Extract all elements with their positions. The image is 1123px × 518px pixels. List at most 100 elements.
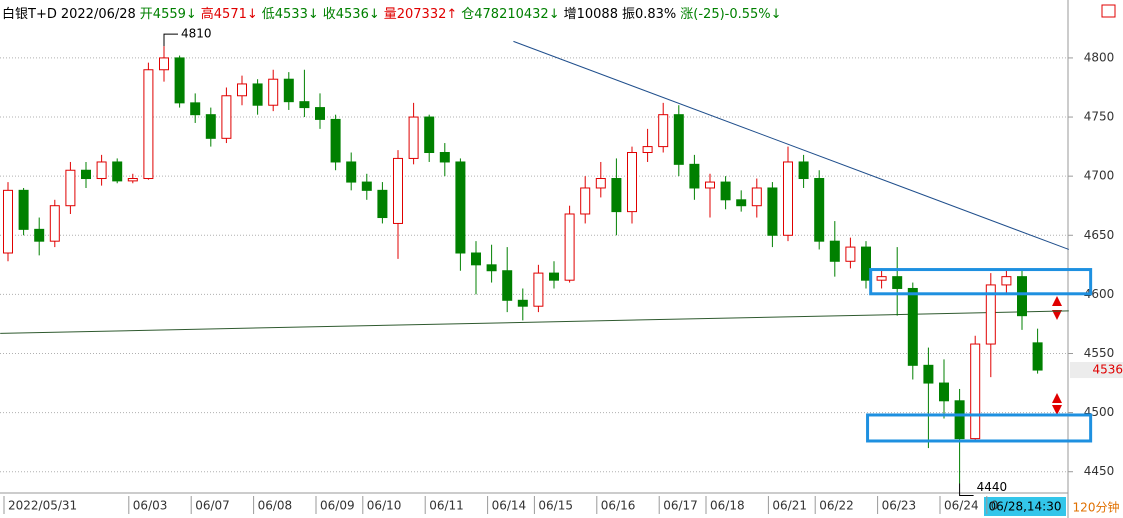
candle-body xyxy=(502,270,513,301)
candle xyxy=(1001,270,1012,295)
candle xyxy=(393,150,403,259)
candle-body xyxy=(720,181,731,201)
annotation-line xyxy=(163,33,178,47)
candle xyxy=(798,154,809,188)
candle-body xyxy=(985,284,996,345)
candle xyxy=(876,268,887,289)
header-item: 低4533↓ xyxy=(261,7,319,22)
candle xyxy=(299,69,310,118)
candle xyxy=(642,128,653,162)
candle xyxy=(736,190,747,212)
y-tick-label: 4700 xyxy=(1084,169,1115,183)
candle-body xyxy=(876,276,887,281)
header-item: 仓478210432↓ xyxy=(461,7,560,22)
candle-body xyxy=(1017,276,1027,317)
arrow xyxy=(1052,405,1062,415)
candle-body xyxy=(439,152,450,163)
candle xyxy=(564,205,575,283)
candle xyxy=(81,161,91,188)
candle-body xyxy=(346,161,357,183)
header-item: 量207332↑ xyxy=(383,7,458,22)
candle xyxy=(939,359,949,419)
candle xyxy=(1032,328,1043,374)
candle xyxy=(970,335,981,443)
candle xyxy=(3,182,13,262)
candle-body xyxy=(907,287,918,366)
candle-body xyxy=(798,161,809,180)
candle xyxy=(1017,270,1027,330)
candle-body xyxy=(1001,276,1012,286)
candle-body xyxy=(767,187,778,236)
candle xyxy=(580,176,591,224)
header-item: 增10088 xyxy=(563,7,618,22)
candle xyxy=(814,170,825,250)
candle-body xyxy=(517,299,528,307)
candle-body xyxy=(159,57,169,71)
candle-body xyxy=(486,264,497,272)
header: 白银T+D 2022/06/28 开4559↓ 高4571↓ 低4533↓ 收4536↓ 量… xyxy=(2,3,786,22)
x-tick-label: 06/07 xyxy=(195,499,230,513)
arrow xyxy=(1052,310,1062,320)
y-tick-label: 4750 xyxy=(1084,110,1115,124)
candle-body xyxy=(361,181,372,191)
candle-body xyxy=(595,178,606,189)
candle xyxy=(533,264,544,313)
trend-line xyxy=(513,40,1069,250)
candle-body xyxy=(829,240,840,262)
x-tick-label: 06/03 xyxy=(133,499,168,513)
candle xyxy=(595,161,606,198)
candle xyxy=(923,347,934,449)
candle-body xyxy=(580,187,591,215)
candle xyxy=(65,161,76,214)
header-item: 涨(-25)-0.55%↓ xyxy=(680,7,782,22)
candle xyxy=(159,46,169,82)
candle xyxy=(611,158,622,236)
y-tick-label: 4650 xyxy=(1084,228,1115,242)
period-label[interactable]: 120分钟 xyxy=(1073,500,1120,515)
candle-body xyxy=(221,95,232,139)
candle xyxy=(424,114,435,162)
cursor-time: 06/28,14:30 xyxy=(989,500,1062,514)
candle xyxy=(221,87,232,144)
candle-body xyxy=(330,118,341,163)
zone-box xyxy=(866,413,1093,443)
x-tick-label: 06/17 xyxy=(663,499,698,513)
candle-body xyxy=(705,181,715,189)
annotation-label: 4810 xyxy=(181,27,212,41)
candle-body xyxy=(736,199,747,207)
candle-body xyxy=(892,276,903,289)
candle xyxy=(96,154,107,186)
candle xyxy=(658,102,669,153)
x-tick-label: 06/08 xyxy=(258,499,293,513)
candle-body xyxy=(3,189,13,254)
x-tick-label: 06/21 xyxy=(772,499,807,513)
candle-body xyxy=(533,272,544,307)
candle xyxy=(627,146,637,224)
x-tick-label: 0 xyxy=(991,499,999,513)
candle xyxy=(892,247,903,316)
candle-body xyxy=(268,78,279,106)
corner-icon[interactable] xyxy=(1101,4,1116,18)
candle-body xyxy=(642,146,653,154)
y-tick-label: 4500 xyxy=(1084,405,1115,419)
arrow xyxy=(1052,393,1062,403)
candle xyxy=(861,241,871,289)
x-tick-label: 06/15 xyxy=(538,499,573,513)
candle-body xyxy=(408,116,419,159)
candle-body xyxy=(658,114,669,148)
candle-body xyxy=(627,152,637,213)
x-tick-label: 06/24 xyxy=(944,499,979,513)
candle-body xyxy=(814,178,825,242)
candle-body xyxy=(252,83,263,106)
candle-body xyxy=(65,169,76,207)
candle xyxy=(315,93,325,129)
candle xyxy=(517,288,528,321)
candle-body xyxy=(299,101,310,109)
candle-body xyxy=(455,161,466,254)
annotation-label: 4440 xyxy=(977,480,1008,494)
candle-body xyxy=(34,228,45,242)
candle xyxy=(486,244,497,283)
candle xyxy=(502,247,513,313)
candle-body xyxy=(939,382,949,402)
